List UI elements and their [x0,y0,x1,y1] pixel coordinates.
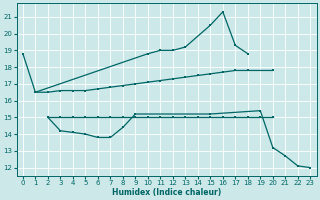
X-axis label: Humidex (Indice chaleur): Humidex (Indice chaleur) [112,188,221,197]
